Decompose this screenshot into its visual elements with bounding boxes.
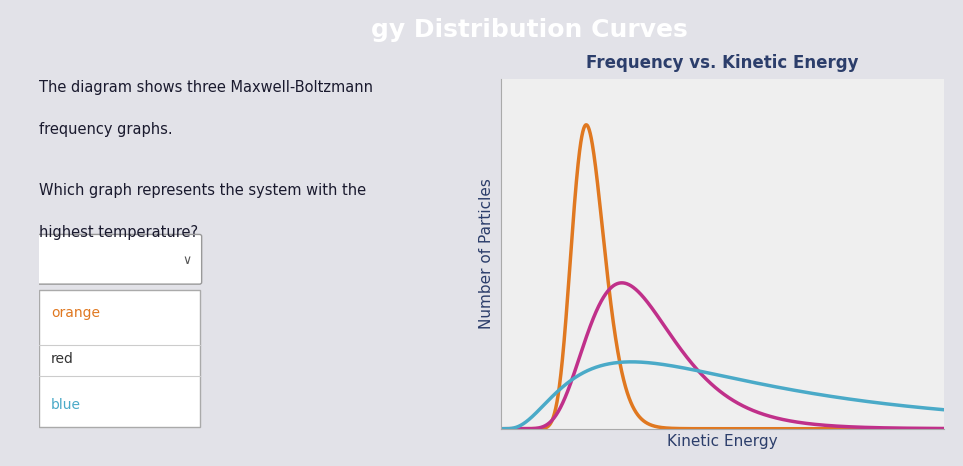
Bar xyxy=(39,290,199,427)
Text: blue: blue xyxy=(51,398,81,412)
Text: ∨: ∨ xyxy=(183,254,192,267)
Text: highest temperature?: highest temperature? xyxy=(39,225,197,240)
Title: Frequency vs. Kinetic Energy: Frequency vs. Kinetic Energy xyxy=(586,54,858,72)
Text: frequency graphs.: frequency graphs. xyxy=(39,122,172,137)
Text: red: red xyxy=(51,352,74,366)
FancyBboxPatch shape xyxy=(37,234,201,284)
Text: gy Distribution Curves: gy Distribution Curves xyxy=(372,18,688,42)
Text: The diagram shows three Maxwell-Boltzmann: The diagram shows three Maxwell-Boltzman… xyxy=(39,80,373,95)
X-axis label: Kinetic Energy: Kinetic Energy xyxy=(667,434,777,449)
Y-axis label: Number of Particles: Number of Particles xyxy=(479,178,494,329)
Text: Which graph represents the system with the: Which graph represents the system with t… xyxy=(39,183,366,198)
Text: orange: orange xyxy=(51,307,100,321)
